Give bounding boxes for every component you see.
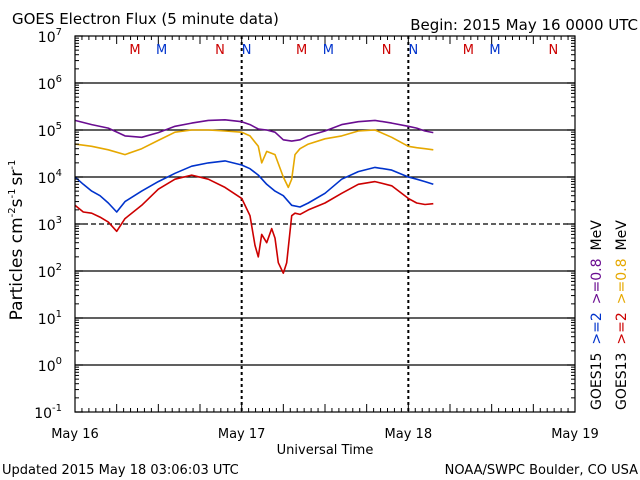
local-time-marker-7: N [408, 43, 418, 58]
y-tick-exponent: 4 [56, 168, 62, 179]
y-tick-base: 10 [38, 265, 56, 281]
gridlines [75, 82, 575, 366]
y-tick-exponent: 1 [56, 309, 62, 320]
y-tick-exponent: -1 [52, 403, 62, 414]
local-time-marker-5: M [323, 43, 334, 58]
series-lines [74, 119, 434, 275]
updated-timestamp: Updated 2015 May 18 03:06:03 UTC [2, 463, 239, 478]
begin-label: Begin: 2015 May 16 0000 UTC [410, 16, 638, 34]
y-tick-label-4: 103 [38, 215, 62, 234]
y-tick-base: 10 [38, 77, 56, 93]
y-tick-base: 10 [38, 312, 56, 328]
y-tick-label-1: 106 [38, 74, 62, 93]
y-tick-exponent: 3 [56, 215, 62, 226]
x-tick-label-3: May 19 [551, 427, 599, 442]
y-tick-base: 10 [38, 124, 56, 140]
y-tick-base: 10 [34, 406, 52, 422]
x-tick-label-2: May 18 [385, 427, 433, 442]
x-tick-label-1: May 17 [218, 427, 266, 442]
local-time-marker-8: M [463, 43, 474, 58]
y-tick-label-3: 104 [38, 168, 62, 187]
series-line-2 [74, 160, 434, 213]
y-tick-label-0: 107 [38, 27, 62, 46]
y-tick-exponent: 7 [56, 27, 62, 38]
chart-title: GOES Electron Flux (5 minute data) [12, 10, 279, 28]
y-tick-base: 10 [38, 171, 56, 187]
y-tick-exponent: 6 [56, 74, 62, 85]
y-tick-label-8: 10-1 [34, 403, 62, 422]
local-time-marker-1: M [156, 43, 167, 58]
local-time-marker-6: N [382, 43, 392, 58]
series-line-3 [74, 174, 434, 275]
local-time-marker-3: N [242, 43, 252, 58]
x-tick-labels: May 16 May 17 May 18 May 19 [51, 427, 599, 442]
local-time-marker-10: N [548, 43, 558, 58]
y-tick-label-5: 102 [38, 262, 62, 281]
x-axis-label: Universal Time [277, 443, 374, 458]
source-credit: NOAA/SWPC Boulder, CO USA [445, 463, 638, 478]
y-axis-label: Particles cm-2s-1sr-1 [7, 160, 27, 321]
series-line-1 [74, 129, 434, 189]
legend: GOES15>=2>=0.8MeV GOES13>=2>=0.8MeV [589, 220, 630, 410]
local-time-marker-2: N [215, 43, 225, 58]
local-time-marker-9: M [489, 43, 500, 58]
local-time-marker-4: M [296, 43, 307, 58]
legend-goes13-row: GOES13>=2>=0.8MeV [614, 220, 630, 410]
y-tick-exponent: 5 [56, 121, 62, 132]
y-tick-label-6: 101 [38, 309, 62, 328]
legend-goes15-row: GOES15>=2>=0.8MeV [589, 220, 605, 410]
y-tick-base: 10 [38, 359, 56, 375]
y-tick-base: 10 [38, 218, 56, 234]
y-tick-base: 10 [38, 30, 56, 46]
day-boundaries [240, 36, 410, 412]
x-tick-label-0: May 16 [51, 427, 99, 442]
y-tick-exponent: 2 [56, 262, 62, 273]
local-time-marker-0: M [129, 43, 140, 58]
series-line-0 [74, 119, 434, 142]
axis-ticks [75, 35, 575, 413]
y-tick-exponent: 0 [56, 356, 62, 367]
y-tick-label-7: 100 [38, 356, 62, 375]
y-tick-label-2: 105 [38, 121, 62, 140]
